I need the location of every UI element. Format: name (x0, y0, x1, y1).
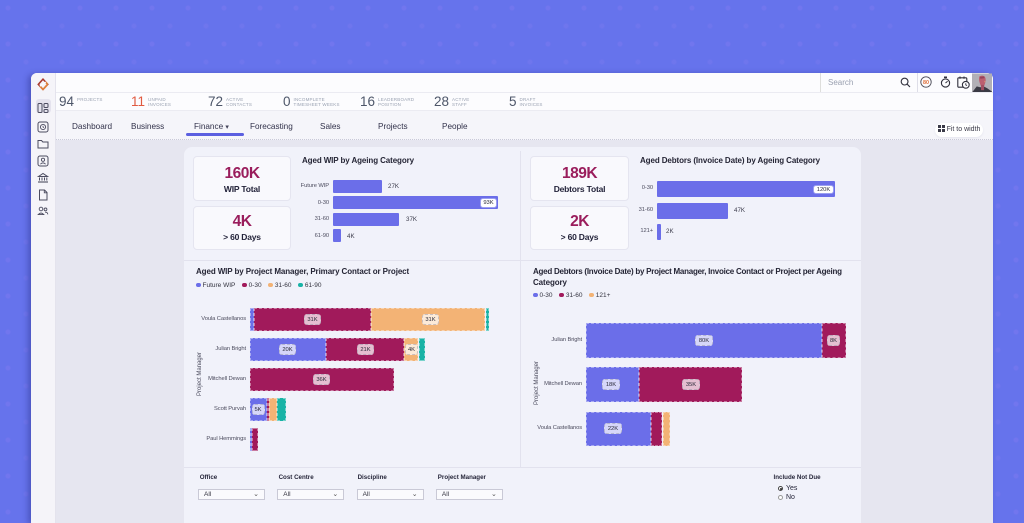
svg-text:80: 80 (923, 80, 929, 86)
